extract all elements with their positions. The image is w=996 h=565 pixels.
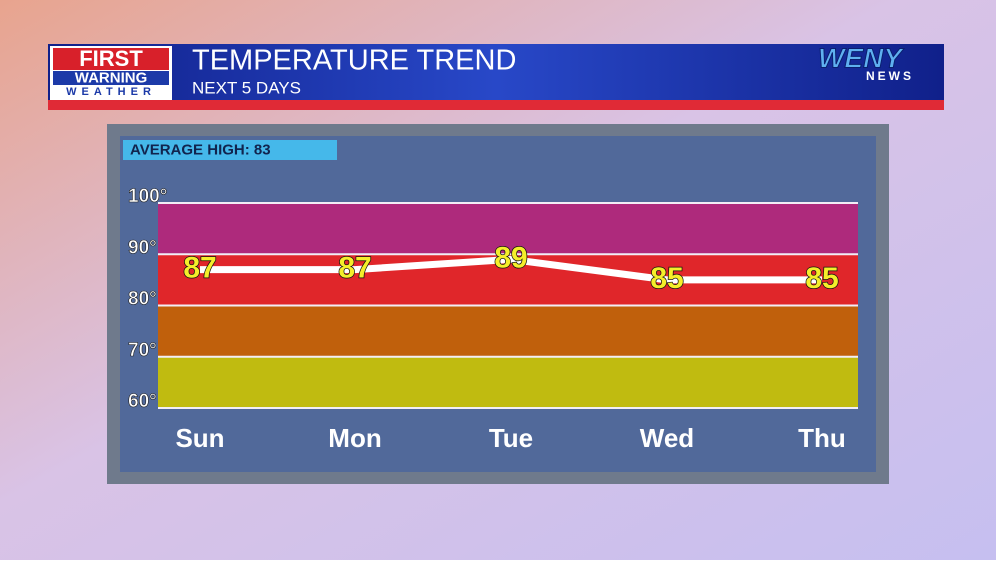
logo-first-bg — [53, 48, 169, 70]
band — [158, 305, 858, 357]
x-tick-label: Mon — [328, 423, 381, 453]
trend-line — [200, 255, 822, 284]
x-tick-label: Tue — [489, 423, 533, 453]
band — [158, 356, 858, 408]
y-tick-label: 100° — [128, 186, 167, 207]
logo-warning: WARNING — [75, 69, 148, 86]
annotation-box — [123, 140, 337, 160]
subtitle: NEXT 5 DAYS — [192, 78, 301, 97]
y-tick-label: 70° — [128, 340, 157, 361]
logo-first: FIRST — [79, 46, 143, 71]
value-label: 87 — [183, 252, 216, 285]
x-tick-label: Wed — [640, 423, 694, 453]
logo-warning-bg — [53, 71, 169, 85]
annotation: AVERAGE HIGH: 83 — [130, 141, 271, 158]
y-tick-label: 90° — [128, 237, 157, 258]
station-logo: WENY — [818, 42, 904, 73]
logo-weather: WEATHER — [66, 86, 156, 98]
value-label: 87 — [338, 252, 371, 285]
value-label: 89 — [494, 241, 527, 274]
plot: 60° 70° 80° 90° 100° Sun Mon Tue Wed Thu 87 87 89 85 8… — [128, 186, 858, 453]
header-stripe — [48, 100, 944, 110]
station-news: NEWS — [866, 69, 914, 83]
value-label: 85 — [650, 262, 683, 295]
band — [158, 203, 858, 255]
header-bar — [48, 44, 944, 100]
y-tick-label: 80° — [128, 289, 157, 310]
title: TEMPERATURE TREND — [192, 45, 516, 77]
value-label: 85 — [805, 262, 838, 295]
x-tick-label: Thu — [798, 423, 846, 453]
x-tick-label: Sun — [175, 423, 224, 453]
y-tick-label: 60° — [128, 391, 157, 412]
